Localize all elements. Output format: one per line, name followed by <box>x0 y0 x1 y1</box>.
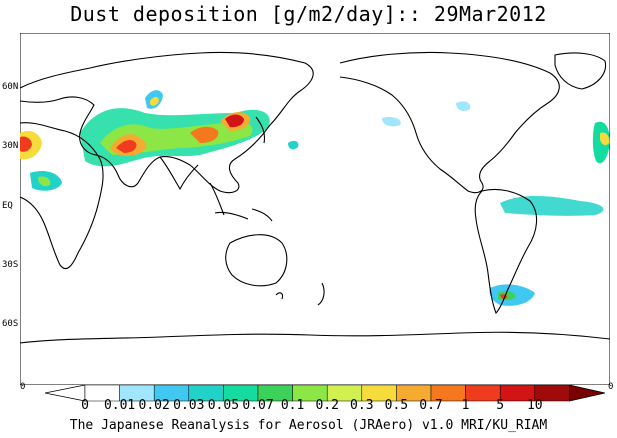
colorbar-label: 0.01 <box>103 398 136 413</box>
colorbar <box>45 384 605 402</box>
colorbar-label: 0.02 <box>138 398 170 413</box>
colorbar-label: 0.07 <box>242 398 274 413</box>
colorbar-label: 0.05 <box>207 398 240 413</box>
map-title: Dust deposition [g/m2/day]:: 29Mar2012 <box>70 2 547 26</box>
colorbar-label: 10 <box>526 398 543 413</box>
colorbar-label: 1 <box>461 398 470 413</box>
colorbar-label: 0.7 <box>419 398 443 413</box>
footer-credit: The Japanese Reanalysis for Aerosol (JRA… <box>69 418 548 433</box>
colorbar-label: 0.03 <box>173 398 205 413</box>
colorbar-label: 5 <box>496 398 505 413</box>
lat-label-60n: 60N <box>2 82 19 92</box>
coastlines <box>20 51 610 344</box>
lat-label-eq: EQ <box>2 201 13 211</box>
colorbar-label: 0.5 <box>384 398 409 413</box>
colorbar-label: 0.3 <box>350 398 374 413</box>
world-map-svg <box>20 33 610 385</box>
dust-deposition-field <box>20 90 610 306</box>
colorbar-labels: 0 0.01 0.02 0.03 0.05 0.07 0.1 0.2 0.3 0… <box>45 398 605 414</box>
lat-label-60s: 60S <box>2 319 19 329</box>
colorbar-label: 0.2 <box>315 398 339 413</box>
axis-zero-left: 0 <box>20 382 26 392</box>
colorbar-high-arrow <box>569 384 605 402</box>
lat-label-30s: 30S <box>2 260 19 270</box>
axis-zero-right: 0 <box>608 382 614 392</box>
lat-label-30n: 30N <box>2 141 19 151</box>
world-map <box>20 33 610 385</box>
colorbar-label: 0.1 <box>280 398 305 413</box>
colorbar-label: 0 <box>81 398 89 413</box>
